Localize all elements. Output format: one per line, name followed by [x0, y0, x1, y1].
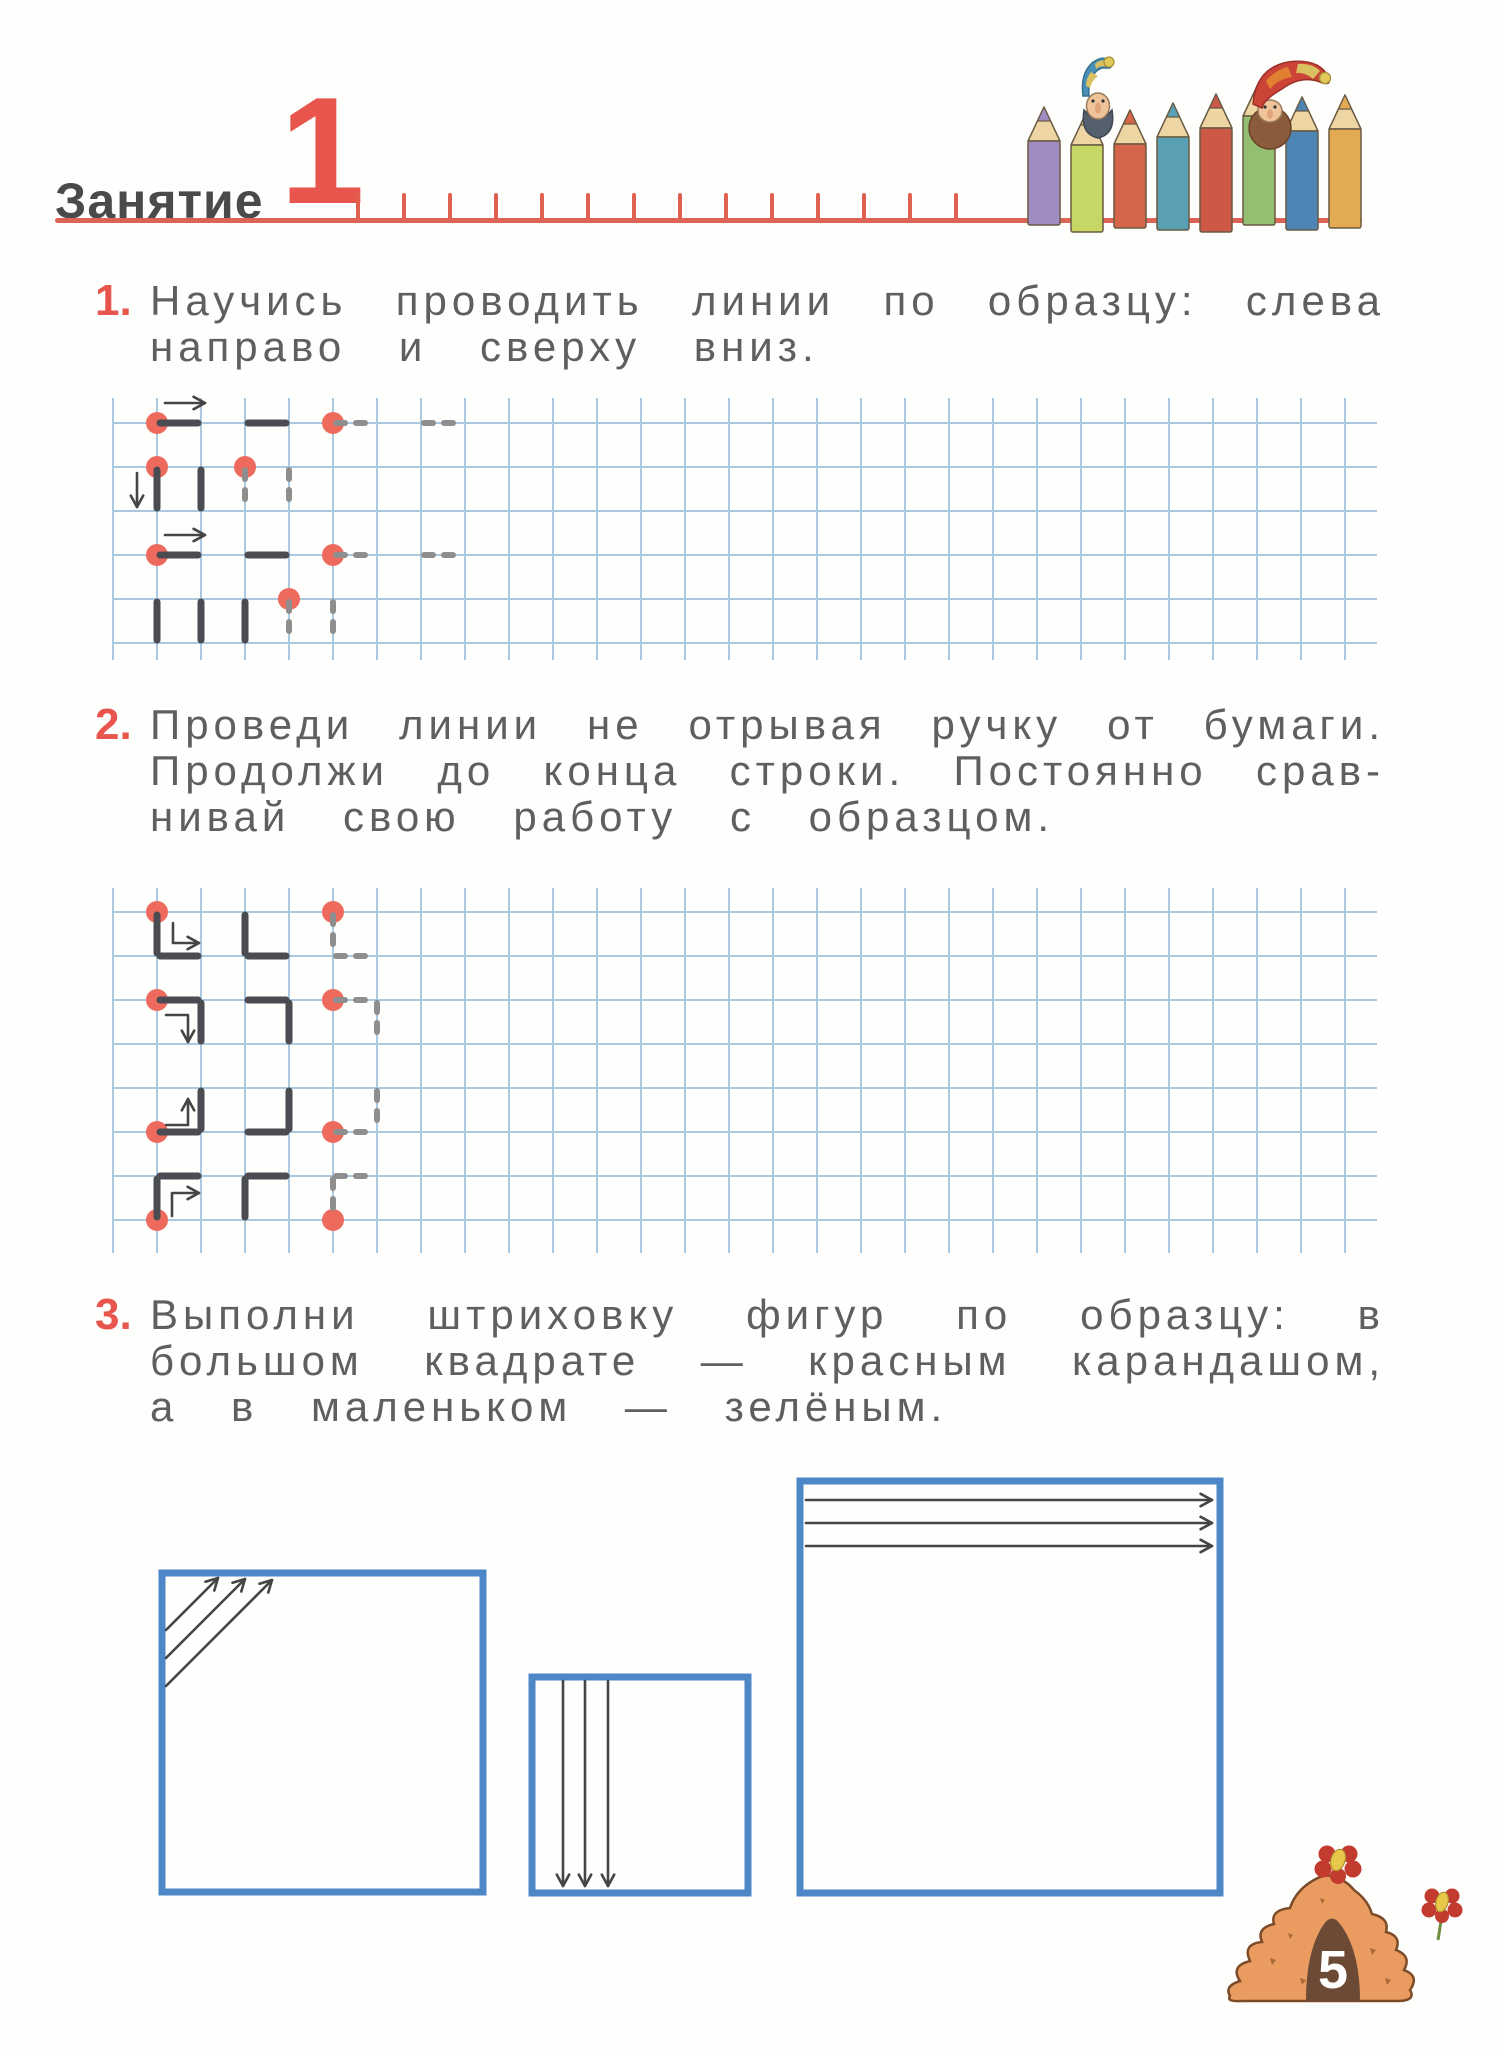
- ruler-tick: [448, 193, 452, 221]
- task-2: 2. Проведи линии не отрывая ручку от бум…: [0, 702, 1500, 840]
- page-number-mound-illustration: 5: [1227, 1845, 1463, 2003]
- pencil-icon: [1113, 109, 1147, 229]
- pencil-icons: [1027, 81, 1362, 233]
- exercise-grid-2: [112, 888, 1377, 1253]
- task-text-line: Продолжи до конца строки. Постоянно срав…: [150, 747, 1385, 794]
- task-text-line: большом квадрате — красным карандашом,: [150, 1337, 1385, 1384]
- pencil-icon: [1285, 96, 1319, 231]
- header-rule: [55, 218, 1362, 223]
- gnome-left-icon: [1081, 56, 1115, 139]
- task-text-line: Проведи линии не отрывая ручку от бумаги…: [150, 701, 1385, 748]
- ruler-tick: [494, 193, 498, 221]
- lesson-number: 1: [280, 66, 365, 236]
- ruler-tick: [816, 193, 820, 221]
- ruler-tick: [402, 193, 406, 221]
- ruler-tick: [586, 193, 590, 221]
- ruler-tick: [954, 193, 958, 221]
- ruler-tick: [724, 193, 728, 221]
- task-number: 3.: [95, 1290, 132, 1339]
- task-text-line: Научись проводить линии по образцу: слев…: [150, 277, 1385, 324]
- mound-hole: [1306, 1918, 1360, 2001]
- pencil-icon: [1156, 102, 1190, 231]
- task-1: 1. Научись проводить линии по образцу: с…: [0, 278, 1500, 370]
- ruler-tick: [862, 193, 866, 221]
- exercise-grid-1: [112, 395, 1377, 660]
- hatch-square-small: [528, 1673, 752, 1897]
- hatch-square-left: [158, 1569, 487, 1896]
- ruler-tick: [908, 193, 912, 221]
- ruler-tick: [678, 193, 682, 221]
- pencil-icon: [1328, 94, 1362, 229]
- gnome-right-icon: [1248, 60, 1332, 150]
- hatch-square-large: [796, 1477, 1224, 1897]
- pencil-icon: [1199, 93, 1233, 233]
- pencils-illustration: [1027, 56, 1362, 233]
- task-2-text: Проведи линии не отрывая ручку от бумаги…: [150, 702, 1385, 840]
- task-number: 2.: [95, 700, 132, 749]
- page-number: 5: [1318, 1940, 1348, 2000]
- ruler-tick: [356, 193, 360, 221]
- task-3-text: Выполни штриховку фигур по образцу: в бо…: [150, 1292, 1385, 1430]
- task-3: 3. Выполни штриховку фигур по образцу: в…: [0, 1292, 1500, 1430]
- flower-icon: [1421, 1888, 1463, 1923]
- mound-speckles: [1270, 1898, 1391, 1985]
- task-text-line: направо и сверху вниз.: [150, 323, 819, 370]
- ruler-tick: [632, 193, 636, 221]
- task-number: 1.: [95, 276, 132, 325]
- ruler-tick: [540, 193, 544, 221]
- task-text-line: нивай свою работу с образцом.: [150, 793, 1055, 840]
- task-1-text: Научись проводить линии по образцу: слев…: [150, 278, 1385, 370]
- ruler-tick: [770, 193, 774, 221]
- task-text-line: Выполни штриховку фигур по образцу: в: [150, 1291, 1385, 1338]
- pencil-icon: [1027, 106, 1061, 226]
- task-text-line: а в маленьком — зелёным.: [150, 1383, 948, 1430]
- flower-icon: [1314, 1845, 1362, 1884]
